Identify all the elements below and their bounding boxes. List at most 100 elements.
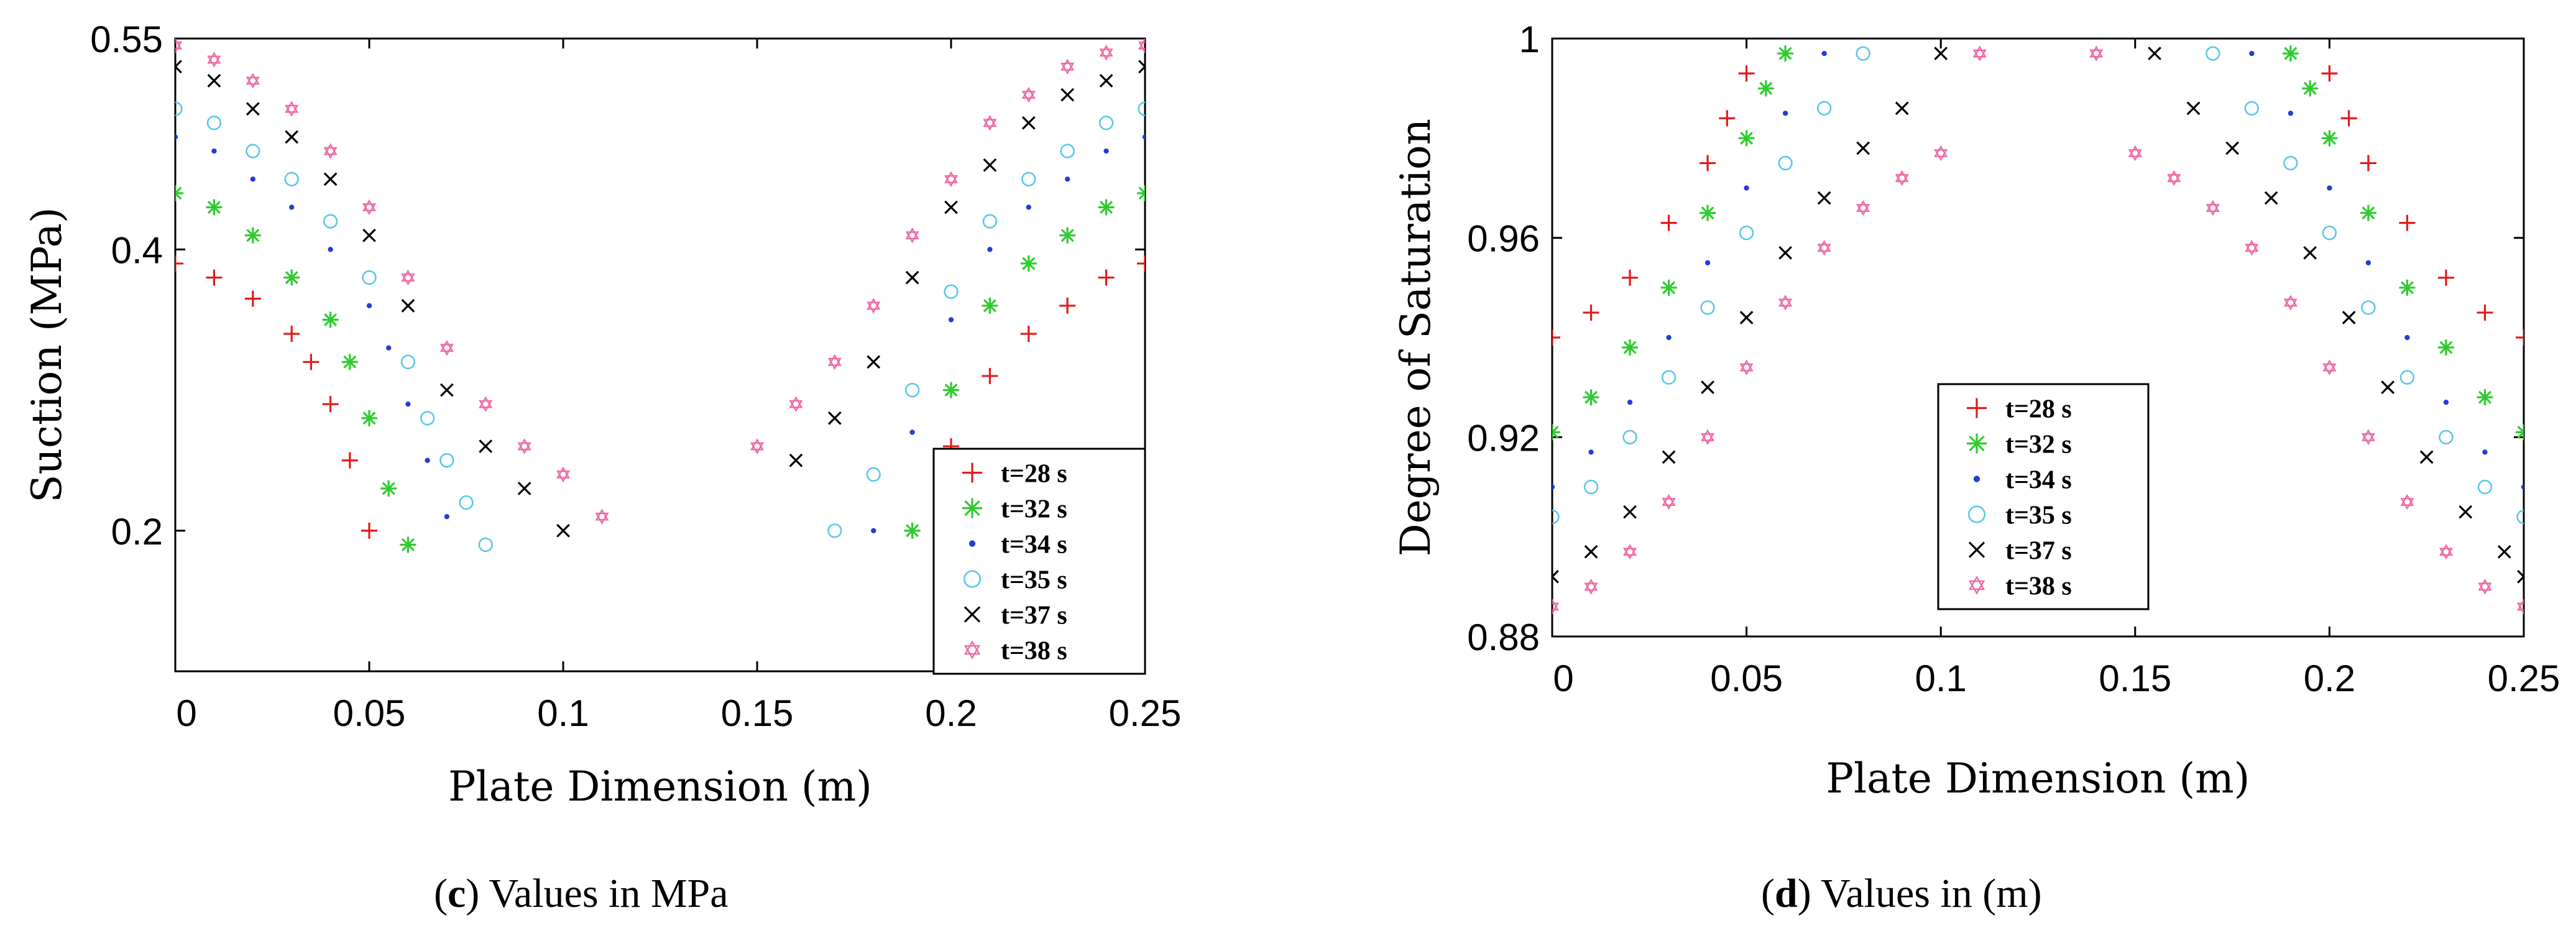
x-tick-label: 0.15: [2099, 658, 2171, 699]
data-point: [2245, 239, 2259, 256]
data-point: [285, 130, 299, 144]
data-point: [1021, 86, 1036, 103]
x-axis-label: Plate Dimension (m): [1826, 755, 2250, 802]
x-tick-label: 0.15: [721, 692, 794, 734]
data-point: [2244, 101, 2260, 116]
series-t-38-s: [175, 39, 1145, 525]
data-point: [479, 396, 493, 412]
legend: t=28 s t=32 s t=34 s t=35 s t=37 s t=38 s: [1937, 383, 2150, 610]
data-point: [2399, 214, 2416, 231]
data-point: [2322, 359, 2337, 375]
data-point: [517, 438, 531, 454]
data-points: [175, 39, 1145, 553]
data-point: [1661, 370, 1677, 385]
data-point: [444, 513, 449, 520]
data-point: [1934, 145, 1948, 162]
data-point: [1623, 505, 1637, 519]
y-tick-label: 0.96: [1467, 218, 1540, 260]
data-point: [904, 522, 921, 539]
caption-c: (c) Values in MPa: [434, 871, 729, 916]
data-point: [2206, 46, 2220, 61]
data-point: [2360, 204, 2376, 221]
data-point: [2167, 170, 2181, 186]
data-point: [1778, 155, 1793, 171]
data-point: [283, 326, 300, 342]
data-point: [283, 269, 300, 286]
data-point: [2322, 225, 2337, 241]
data-point: [2381, 380, 2395, 395]
data-point: [2477, 479, 2493, 495]
legend-label: t=37 s: [2005, 537, 2072, 566]
legend-label: t=35 s: [1001, 566, 1067, 595]
data-point: [2321, 65, 2338, 82]
data-point: [909, 430, 915, 435]
data-point: [206, 269, 223, 286]
data-point: [867, 298, 881, 314]
data-point: [439, 383, 454, 397]
legend-label: t=32 s: [1001, 495, 1067, 524]
x-tick-label: 0: [1553, 658, 1573, 699]
legend-label: t=38 s: [1001, 637, 1067, 666]
data-point: [362, 199, 377, 216]
data-point: [871, 528, 876, 533]
data-point: [175, 101, 183, 116]
data-point: [2437, 269, 2454, 286]
data-point: [250, 177, 255, 182]
data-point: [244, 290, 261, 307]
y-tick-label: 0.92: [1467, 417, 1540, 459]
data-point: [1059, 227, 1076, 244]
data-point: [1856, 141, 1870, 155]
data-point: [1020, 255, 1037, 272]
data-point: [1666, 334, 1672, 341]
data-point: [1552, 569, 1559, 584]
data-point: [1138, 101, 1145, 116]
data-point: [1895, 170, 1909, 186]
data-point: [2361, 300, 2376, 315]
series-t-35-s: [175, 101, 1145, 553]
data-point: [1701, 380, 1714, 395]
data-point: [2521, 484, 2524, 490]
legend-marker: [1968, 576, 1985, 595]
y-tick-label: 0.4: [111, 229, 163, 271]
data-point: [1060, 144, 1075, 158]
data-point: [2282, 45, 2299, 62]
y-axis-label: Degree of Saturation: [1392, 119, 1440, 556]
x-tick-label: 0.2: [925, 692, 977, 734]
caption-c-text: Values in MPa: [489, 871, 729, 916]
legend-marker: [964, 606, 981, 623]
series-t-32-s: [1552, 45, 2524, 441]
data-point: [983, 114, 997, 131]
data-point: [750, 438, 765, 454]
legend-label: t=35 s: [2005, 502, 2072, 530]
legend-marker: [1967, 505, 1986, 523]
data-point: [2225, 141, 2239, 155]
data-point: [1021, 172, 1036, 186]
data-point: [2443, 400, 2449, 405]
x-tick-label: 0.25: [2488, 658, 2560, 699]
data-point: [1719, 110, 1736, 127]
data-point: [1816, 101, 1832, 116]
x-tick-label: 0.25: [1109, 692, 1182, 734]
data-point: [289, 204, 295, 210]
data-point: [867, 355, 881, 369]
data-point: [2399, 279, 2416, 296]
legend-label: t=28 s: [2005, 395, 2072, 424]
data-point: [478, 537, 493, 553]
data-point: [1099, 73, 1113, 88]
data-point: [1138, 39, 1145, 54]
data-point: [2439, 543, 2454, 560]
data-point: [2148, 47, 2161, 60]
data-point: [2517, 569, 2524, 584]
data-point: [405, 402, 411, 407]
legend-box: [932, 448, 1146, 675]
data-point: [1584, 579, 1598, 595]
data-point: [2089, 45, 2104, 62]
series-t-28-s: [1552, 65, 2524, 346]
data-point: [1782, 111, 1788, 116]
y-tick-label: 0.2: [111, 511, 163, 553]
data-point: [2303, 246, 2317, 260]
data-point: [1098, 116, 1114, 131]
data-point: [1137, 255, 1145, 272]
data-point: [244, 227, 261, 244]
